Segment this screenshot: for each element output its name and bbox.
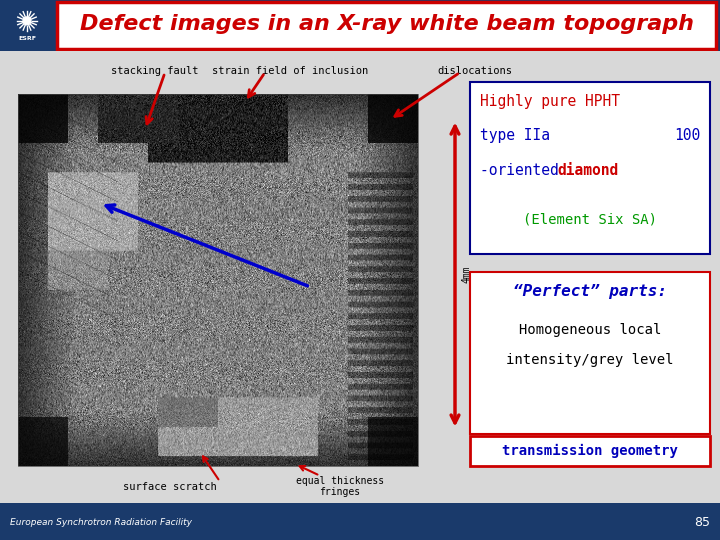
Text: (Element Six SA): (Element Six SA) — [523, 213, 657, 227]
Text: 4mm: 4mm — [461, 266, 471, 284]
Bar — [2, 2, 54, 49]
Bar — [470, 436, 710, 466]
Text: Defect images in an X-ray white beam topograph: Defect images in an X-ray white beam top… — [80, 14, 694, 34]
Text: transmission geometry: transmission geometry — [502, 444, 678, 458]
Text: dislocations: dislocations — [438, 65, 513, 76]
Text: Highly pure HPHT: Highly pure HPHT — [480, 94, 620, 109]
Text: ESRF: ESRF — [18, 36, 36, 42]
Circle shape — [23, 17, 31, 25]
Text: 100: 100 — [674, 129, 700, 144]
Bar — [470, 272, 710, 434]
Text: equal thickness
fringes: equal thickness fringes — [296, 476, 384, 497]
Text: diamond: diamond — [557, 163, 618, 178]
Bar — [18, 94, 418, 466]
Text: “Perfect” parts:: “Perfect” parts: — [513, 284, 667, 299]
Text: type IIa: type IIa — [480, 129, 550, 144]
Text: intensity/grey level: intensity/grey level — [506, 353, 674, 367]
Text: surface scratch: surface scratch — [123, 482, 217, 491]
Text: European Synchrotron Radiation Facility: European Synchrotron Radiation Facility — [10, 518, 192, 526]
Text: strain field of inclusion: strain field of inclusion — [212, 65, 368, 76]
Text: 85: 85 — [694, 516, 710, 529]
Bar — [470, 82, 710, 254]
Text: -oriented: -oriented — [480, 163, 567, 178]
Text: Homogeneous local: Homogeneous local — [519, 323, 661, 338]
Text: stacking fault: stacking fault — [112, 65, 199, 76]
